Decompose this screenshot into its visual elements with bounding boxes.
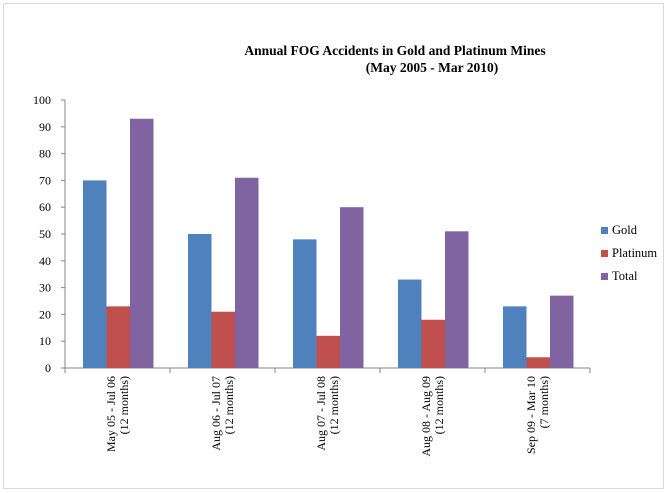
legend-swatch	[601, 227, 608, 234]
chart-area: Annual FOG Accidents in Gold and Platinu…	[3, 3, 664, 489]
x-tick-label-line: Aug 07 - Jul 08	[314, 376, 328, 451]
x-tick-label-line: Aug 06 - Jul 07	[209, 376, 223, 451]
legend-label: Total	[612, 269, 638, 283]
bar-total	[130, 118, 154, 368]
x-tick-label: Aug 08 - Aug 09 (12 months)	[419, 376, 446, 457]
chart-subtitle: (May 2005 - Mar 2010)	[366, 60, 498, 75]
bar-total	[340, 207, 364, 368]
bar-platinum	[106, 306, 130, 368]
y-tick-label: 20	[39, 307, 51, 321]
y-tick-label: 10	[39, 334, 51, 348]
legend: Gold Platinum Total	[601, 223, 657, 283]
legend-label: Platinum	[612, 246, 657, 260]
y-tick-label: 40	[39, 254, 51, 268]
bar-gold	[293, 239, 317, 368]
y-tick-label: 90	[39, 120, 51, 134]
bar-total	[235, 177, 259, 368]
y-tick-label: 50	[39, 227, 51, 241]
bar-gold	[83, 180, 107, 368]
bar-gold	[188, 234, 212, 368]
x-tick-label: Aug 06 - Jul 07 (12 months)	[209, 376, 236, 451]
x-tick-label-line: May 05 - Jul 06	[104, 376, 118, 452]
bar-total	[445, 231, 469, 368]
x-tick-label: Aug 07 - Jul 08 (12 months)	[314, 376, 341, 451]
x-tick-label-line: Sep 09 - Mar 10	[524, 376, 538, 454]
bar-platinum	[526, 357, 550, 368]
y-tick-label: 100	[33, 93, 51, 107]
y-tick-label: 60	[39, 200, 51, 214]
bar-gold	[503, 306, 527, 368]
x-axis: May 05 - Jul 06 (12 months) Aug 06 - Jul 0…	[64, 367, 591, 457]
y-tick-label: 70	[39, 173, 51, 187]
x-tick-label-line: (12 months)	[327, 376, 341, 434]
legend-swatch	[601, 250, 608, 257]
legend-label: Gold	[612, 223, 638, 237]
bar-platinum	[316, 335, 340, 368]
x-tick-label-line: (12 months)	[117, 376, 131, 434]
chart-title: Annual FOG Accidents in Gold and Platinu…	[244, 43, 545, 58]
y-tick-label: 0	[45, 361, 51, 375]
bar-total	[550, 295, 574, 368]
x-tick-label: Sep 09 - Mar 10 (7 months)	[524, 376, 551, 454]
x-tick-label-line: (12 months)	[432, 376, 446, 434]
x-tick-label-line: Aug 08 - Aug 09	[419, 376, 433, 457]
x-tick-label-line: (7 months)	[537, 376, 551, 428]
y-axis: 0 10 20 30 40 50 60 70 80 90 100	[33, 93, 66, 375]
bars	[83, 118, 574, 368]
y-tick-label: 80	[39, 147, 51, 161]
x-tick-label: May 05 - Jul 06 (12 months)	[104, 376, 131, 452]
bar-platinum	[211, 311, 235, 368]
x-tick-label-line: (12 months)	[222, 376, 236, 434]
bar-chart: Annual FOG Accidents in Gold and Platinu…	[33, 43, 657, 457]
y-tick-label: 30	[39, 281, 51, 295]
legend-swatch	[601, 273, 608, 280]
bar-gold	[398, 279, 422, 368]
bar-platinum	[421, 319, 445, 368]
